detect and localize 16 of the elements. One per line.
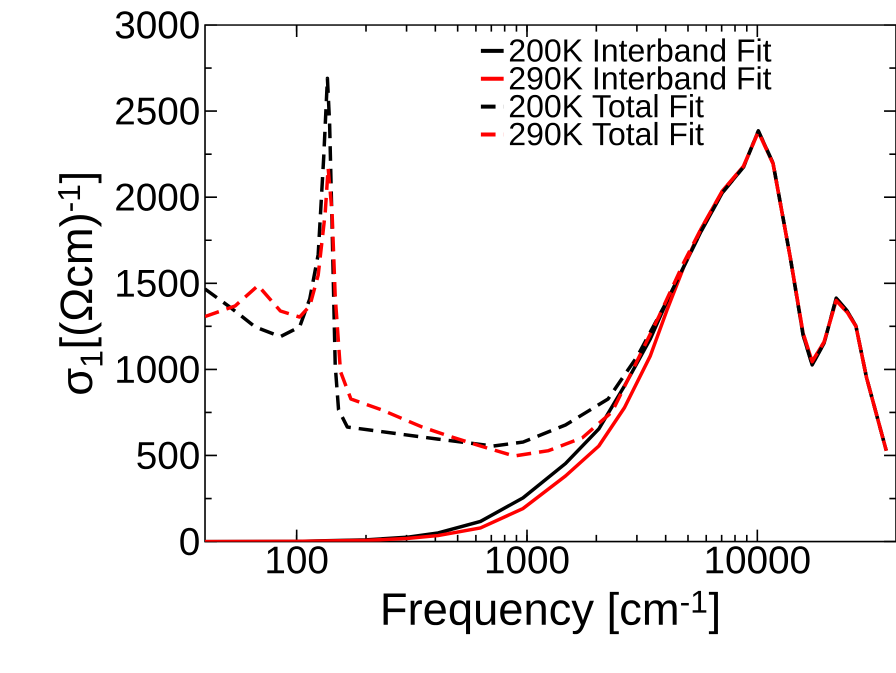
y-tick-label: 2000 [116,184,199,211]
y-tick-label: 0 [180,528,199,556]
legend-label: 200K Total Fit [510,94,704,118]
y-tick-label: 1000 [117,356,199,384]
legend-label: 290K Interband Fit [510,66,772,90]
y-tick-label: 2500 [116,97,199,125]
legend-label: 290K Total Fit [510,122,704,146]
y-tick-label: 3000 [116,11,199,39]
x-tick-label: 1000 [486,546,568,574]
x-tick-label: 100 [267,546,328,574]
x-axis-title: Frequency [cm$^{-1}$] [384,590,718,634]
x-tick-label: 10000 [706,546,810,574]
y-tick-label: 1500 [117,270,199,297]
y-tick-label: 500 [137,442,199,470]
legend-label: 200K Interband Fit [510,38,772,62]
y-axis-title: σ$_{1}$[(Ωcm)$^{-1}$] [58,174,102,394]
